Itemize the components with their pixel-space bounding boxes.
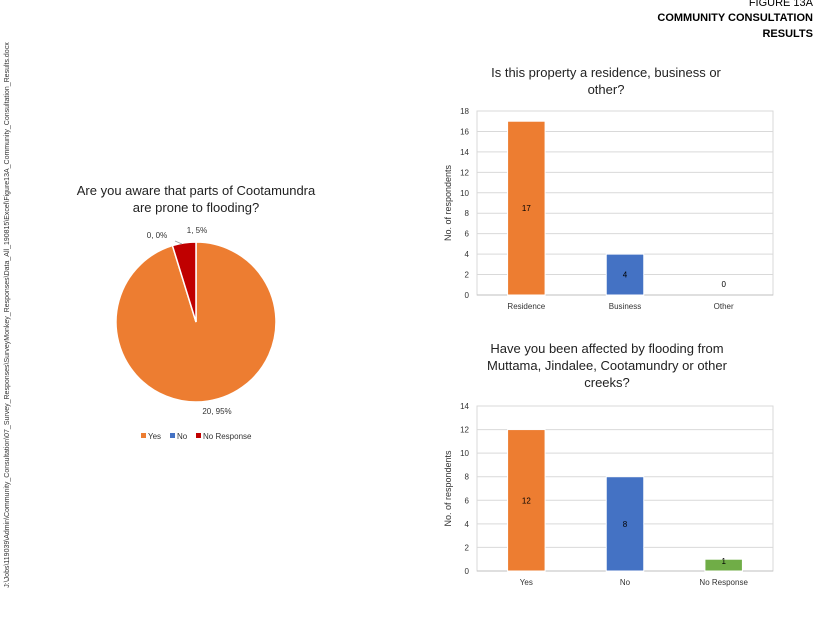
- bar1-y-tick-label: 16: [460, 127, 469, 136]
- bar2-title-line3: creeks?: [584, 375, 630, 390]
- bar2-y-tick-label: 14: [460, 402, 469, 411]
- bar1-y-tick-label: 4: [465, 250, 470, 259]
- bar2-data-label-no-response: 1: [721, 557, 726, 566]
- bar2-x-tick-label-no: No: [620, 578, 631, 587]
- pie-label-no: 0, 0%: [147, 231, 167, 240]
- bar2-bar-no-response: [704, 558, 743, 572]
- pie-title-line2: are prone to flooding?: [132, 200, 260, 215]
- bar2-y-tick-label: 0: [465, 567, 470, 576]
- bar2-data-label-no: 8: [623, 520, 628, 529]
- pie-label-no-response: 1, 5%: [187, 226, 207, 235]
- bar1-title-line2: other?: [587, 82, 625, 97]
- bar2-data-label-yes: 12: [522, 496, 531, 505]
- bar2-x-tick-label-yes: Yes: [520, 578, 533, 587]
- bar1-y-tick-label: 14: [460, 148, 469, 157]
- bar2-y-tick-label: 8: [465, 473, 470, 482]
- bar1-y-tick-label: 6: [465, 230, 470, 239]
- pie-chart-title: Are you aware that parts of Cootamundra …: [60, 182, 332, 216]
- bar1-x-tick-label-business: Business: [609, 302, 641, 311]
- bar1-y-tick-label: 2: [465, 271, 470, 280]
- bar2-y-tick-label: 12: [460, 426, 469, 435]
- bar1-bar-business: [605, 253, 645, 296]
- bar2-title-line2: Muttama, Jindalee, Cootamundry or other: [487, 358, 727, 373]
- bar-chart-1-title: Is this property a residence, business o…: [470, 64, 742, 98]
- bar1-y-tick-label: 8: [465, 209, 470, 218]
- bar1-bar-residence: [507, 120, 546, 296]
- bar1-y-tick-label: 10: [460, 189, 469, 198]
- bar2-y-tick-label: 6: [465, 496, 470, 505]
- figure-number: FIGURE 13A: [748, 0, 813, 9]
- legend-label-no-response: No Response: [203, 432, 252, 441]
- figure-title-line1: COMMUNITY CONSULTATION: [657, 12, 813, 24]
- bar2-y-tick-label: 4: [465, 520, 470, 529]
- bar2-title-line1: Have you been affected by flooding from: [490, 341, 724, 356]
- bar2-bar-no: [605, 476, 645, 572]
- legend-label-no: No: [177, 432, 188, 441]
- bar1-data-label-residence: 17: [522, 204, 531, 213]
- bar1-y-tick-label: 12: [460, 168, 469, 177]
- bar2-y-axis-label: No. of respondents: [443, 450, 453, 527]
- bar2-y-tick-label: 10: [460, 449, 469, 458]
- bar1-y-tick-label: 18: [460, 107, 469, 116]
- legend-label-yes: Yes: [148, 432, 161, 441]
- pie-label-yes: 20, 95%: [202, 407, 231, 416]
- legend-swatch-no-response: [196, 433, 201, 438]
- legend-swatch-no: [170, 433, 175, 438]
- bar1-title-line1: Is this property a residence, business o…: [491, 65, 721, 80]
- bar1-y-axis-label: No. of respondents: [443, 164, 453, 241]
- pie-title-line1: Are you aware that parts of Cootamundra: [76, 183, 316, 198]
- pie-leader-line-no: [174, 240, 183, 245]
- bar1-y-tick-label: 0: [465, 291, 470, 300]
- bar1-data-label-business: 4: [623, 271, 628, 280]
- bar2-y-tick-label: 2: [465, 543, 470, 552]
- figure-title-line2: RESULTS: [762, 28, 813, 40]
- bar1-x-tick-label-residence: Residence: [507, 302, 545, 311]
- bar2-x-tick-label-no-response: No Response: [699, 578, 748, 587]
- bar2-bar-yes: [507, 429, 546, 572]
- bar1-data-label-other: 0: [721, 280, 726, 289]
- bar1-x-tick-label-other: Other: [714, 302, 734, 311]
- pie-slice-no-response: [171, 241, 197, 323]
- bar-chart-2-title: Have you been affected by flooding from …: [462, 340, 752, 391]
- legend-swatch-yes: [141, 433, 146, 438]
